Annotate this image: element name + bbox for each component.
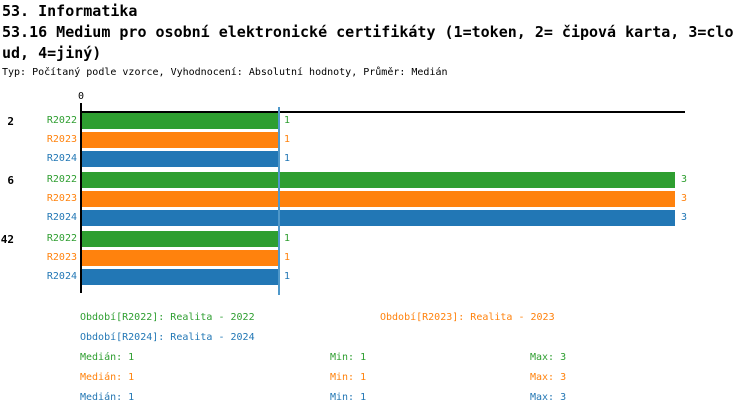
legend-item-r2024: Období[R2024]: Realita - 2024 [80, 332, 255, 343]
bar-value-label: 1 [284, 271, 291, 282]
stat-max-r2024: Max: 3 [530, 392, 567, 403]
bar-row: R2023 1 [0, 132, 750, 151]
median-line [278, 107, 280, 295]
bar-row: R2023 3 [0, 191, 750, 210]
bar [82, 132, 278, 148]
x-axis-line [80, 111, 685, 113]
bar [82, 113, 278, 129]
stat-max-r2022: Max: 3 [530, 352, 567, 363]
stat-median-r2022: Medián: 1 [80, 352, 135, 363]
group-label: 6 [7, 174, 14, 187]
bar-row-label: R2023 [46, 252, 77, 263]
bar [82, 151, 278, 167]
legend-item-r2023: Období[R2023]: Realita - 2023 [380, 312, 555, 323]
stat-min-r2022: Min: 1 [330, 352, 367, 363]
stat-min-r2023: Min: 1 [330, 372, 367, 383]
bar [82, 191, 675, 207]
stat-max-r2023: Max: 3 [530, 372, 567, 383]
stat-median-r2024: Medián: 1 [80, 392, 135, 403]
bar [82, 231, 278, 247]
group-label: 2 [7, 115, 14, 128]
bar-row-label: R2024 [46, 271, 77, 282]
bar-value-label: 1 [284, 115, 291, 126]
bar-row: R2024 1 [0, 269, 750, 288]
bar-group: 42 R2022 1 R2023 1 R2024 1 [0, 231, 750, 288]
bar-value-label: 1 [284, 233, 291, 244]
bar [82, 250, 278, 266]
bar-row: R2022 1 [0, 231, 750, 250]
bar-value-label: 1 [284, 252, 291, 263]
bar-row-label: R2024 [46, 212, 77, 223]
page-title: 53. Informatika [2, 2, 138, 20]
bar-value-label: 3 [681, 174, 688, 185]
bar-group: 6 R2022 3 R2023 3 R2024 3 [0, 172, 750, 229]
bar-row-label: R2023 [46, 193, 77, 204]
bar-value-label: 3 [681, 212, 688, 223]
bar-row-label: R2022 [46, 174, 77, 185]
bar [82, 210, 675, 226]
legend-item-r2022: Období[R2022]: Realita - 2022 [80, 312, 255, 323]
axis-origin-label: 0 [77, 91, 85, 102]
stat-median-r2023: Medián: 1 [80, 372, 135, 383]
y-axis-line [80, 103, 82, 293]
bar-row: R2022 3 [0, 172, 750, 191]
bar [82, 172, 675, 188]
bar-row-label: R2022 [46, 115, 77, 126]
bar-group: 2 R2022 1 R2023 1 R2024 1 [0, 113, 750, 170]
stat-min-r2024: Min: 1 [330, 392, 367, 403]
bar-value-label: 3 [681, 193, 688, 204]
bar-row-label: R2022 [46, 233, 77, 244]
chart-meta: Typ: Počítaný podle vzorce, Vyhodnocení:… [2, 67, 448, 78]
bar-row: R2024 1 [0, 151, 750, 170]
bar-row: R2023 1 [0, 250, 750, 269]
chart-subtitle-line2: ud, 4=jiný) [2, 44, 102, 62]
chart-subtitle-line1: 53.16 Medium pro osobní elektronické cer… [2, 23, 734, 41]
group-label: 42 [0, 233, 14, 246]
bar-row-label: R2024 [46, 153, 77, 164]
bar-row: R2022 1 [0, 113, 750, 132]
bar-row-label: R2023 [46, 134, 77, 145]
bar-row: R2024 3 [0, 210, 750, 229]
bar-value-label: 1 [284, 153, 291, 164]
bar [82, 269, 278, 285]
bar-value-label: 1 [284, 134, 291, 145]
